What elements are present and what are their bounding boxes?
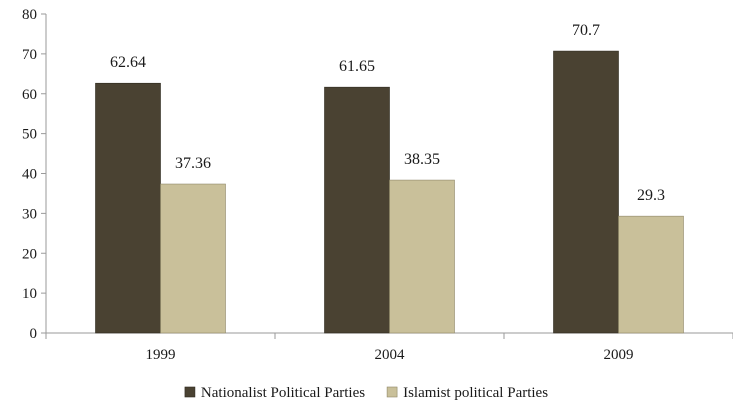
bar-islamist-2009	[618, 215, 684, 334]
data-label: 29.3	[637, 187, 665, 204]
bar-nationalist-2009	[553, 50, 619, 334]
data-label: 38.35	[404, 151, 440, 168]
data-label: 61.65	[339, 58, 375, 75]
legend: Nationalist Political Parties Islamist po…	[184, 385, 548, 401]
y-tick-label: 70	[22, 47, 37, 63]
y-tick-label: 40	[22, 167, 37, 183]
data-label: 70.7	[572, 22, 600, 39]
x-category-label: 2004	[375, 347, 406, 363]
bar-nationalist-1999	[95, 82, 161, 334]
data-label: 37.36	[175, 155, 211, 172]
x-category-label: 1999	[146, 347, 176, 363]
bar-nationalist-2004	[324, 86, 390, 334]
data-label: 62.64	[110, 54, 146, 71]
bar-islamist-1999	[160, 183, 226, 334]
bar-islamist-2004	[389, 179, 455, 334]
axes: 0 10 20 30 40 50 60 70 80 1999 2004 2009	[22, 7, 733, 363]
y-tick-label: 0	[30, 326, 38, 342]
legend-label: Nationalist Political Parties	[201, 385, 365, 401]
y-tick-label: 80	[22, 7, 37, 23]
legend-swatch	[386, 386, 398, 398]
legend-label: Islamist political Parties	[403, 385, 548, 401]
legend-swatch	[184, 386, 196, 398]
y-tick-label: 20	[22, 246, 37, 262]
bars	[95, 50, 684, 334]
data-labels: 62.64 37.36 61.65 38.35 70.7 29.3	[110, 22, 665, 204]
y-tick-label: 50	[22, 127, 37, 143]
x-category-label: 2009	[604, 347, 634, 363]
y-tick-label: 30	[22, 206, 37, 222]
y-tick-label: 10	[22, 286, 37, 302]
y-tick-label: 60	[22, 87, 37, 103]
